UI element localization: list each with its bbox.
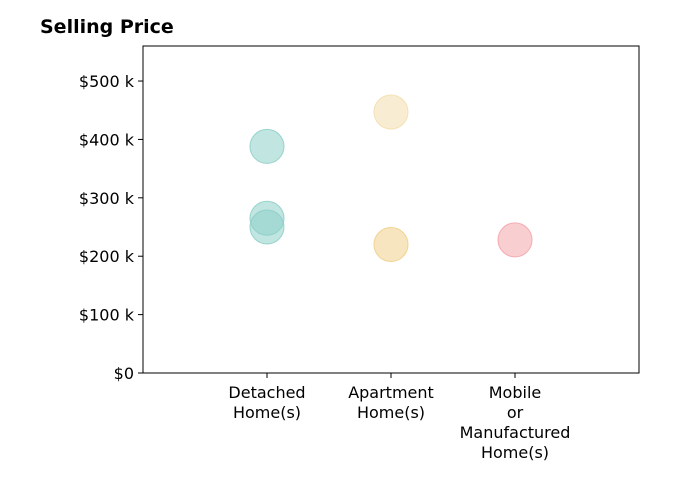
y-tick-label-4: $400 k — [79, 130, 135, 149]
y-axis: $0 $100 k $200 k $300 k $400 k $500 k — [79, 72, 143, 383]
data-point-2 — [249, 209, 285, 245]
y-tick-label-0: $0 — [114, 364, 134, 383]
y-tick-label-5: $500 k — [79, 72, 135, 91]
data-point-5 — [497, 222, 533, 258]
x-axis: Detached Home(s) Apartment Home(s) Mobile or M… — [228, 373, 570, 462]
x-tick-label-2: Mobile or Manufactured Home(s) — [460, 383, 571, 462]
x-tick-label-0: Detached Home(s) — [228, 383, 305, 422]
y-tick-label-1: $100 k — [79, 306, 135, 325]
data-point-3 — [373, 94, 409, 130]
x-tick-label-1: Apartment Home(s) — [348, 383, 434, 422]
y-tick-label-2: $200 k — [79, 247, 135, 266]
data-point-4 — [373, 227, 409, 263]
data-point-0 — [249, 128, 285, 164]
marks-layer — [249, 94, 533, 263]
chart-title: Selling Price — [40, 16, 174, 38]
y-tick-label-3: $300 k — [79, 189, 135, 208]
